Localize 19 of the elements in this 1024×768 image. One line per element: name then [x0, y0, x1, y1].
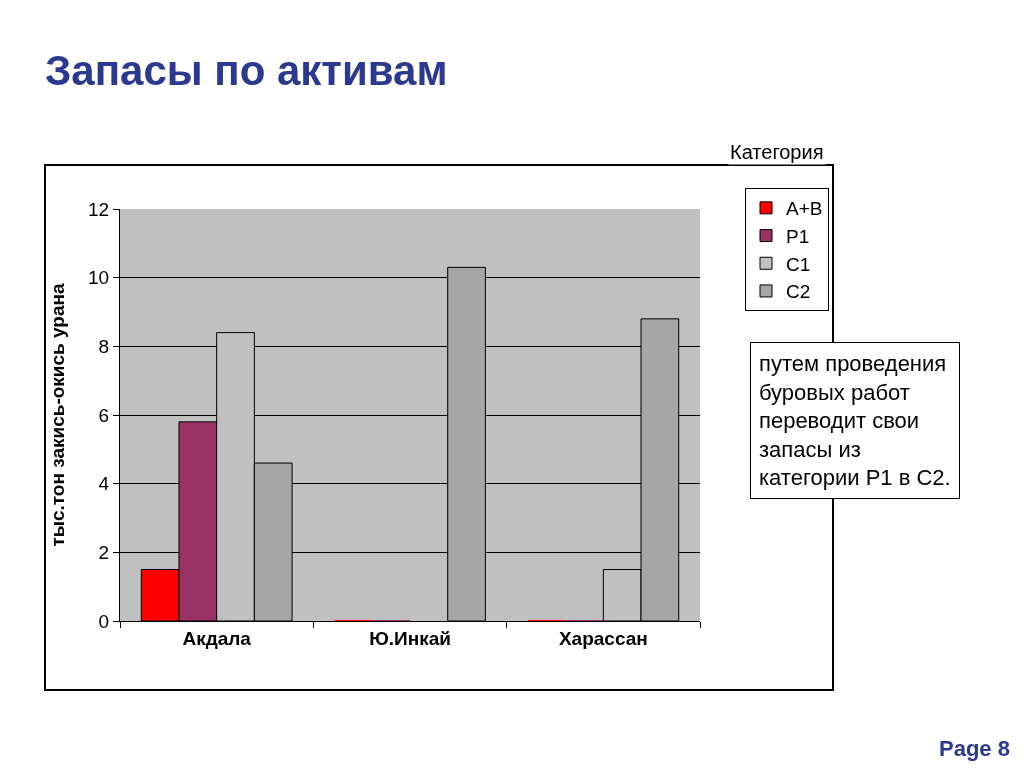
legend-label: P1	[786, 225, 810, 247]
text: путем проведения буровых работ переводит свои запасы из категории P1 в C2.	[759, 351, 951, 491]
x-tick-label: Харассан	[558, 627, 648, 649]
y-tick-label: 0	[98, 610, 110, 632]
text: Page 8	[939, 736, 1010, 761]
legend-label: A+B	[786, 198, 823, 220]
y-tick-label: 8	[98, 335, 110, 357]
text: Категория	[730, 141, 824, 163]
legend-label: C2	[786, 281, 811, 303]
x-tick-label: Ю.Инкай	[369, 627, 451, 649]
x-tick-label: Акдала	[182, 627, 252, 649]
y-tick-label: 10	[88, 267, 110, 289]
y-tick-label: 2	[98, 541, 110, 563]
y-axis-title: тыс.тон закись-окись урана	[46, 282, 68, 547]
y-tick-label: 6	[98, 404, 110, 426]
chart-title: Запасы по активам	[45, 46, 448, 94]
legend-label: C1	[786, 253, 811, 275]
y-tick-label: 12	[88, 198, 110, 220]
y-tick-label: 4	[98, 473, 110, 495]
